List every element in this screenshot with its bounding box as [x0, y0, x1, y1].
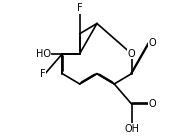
Text: F: F	[77, 3, 82, 13]
Text: O: O	[149, 38, 156, 48]
Text: HO: HO	[35, 49, 51, 59]
Text: F: F	[40, 69, 45, 79]
Text: O: O	[149, 99, 156, 109]
Text: OH: OH	[124, 124, 139, 134]
Text: O: O	[128, 49, 135, 59]
